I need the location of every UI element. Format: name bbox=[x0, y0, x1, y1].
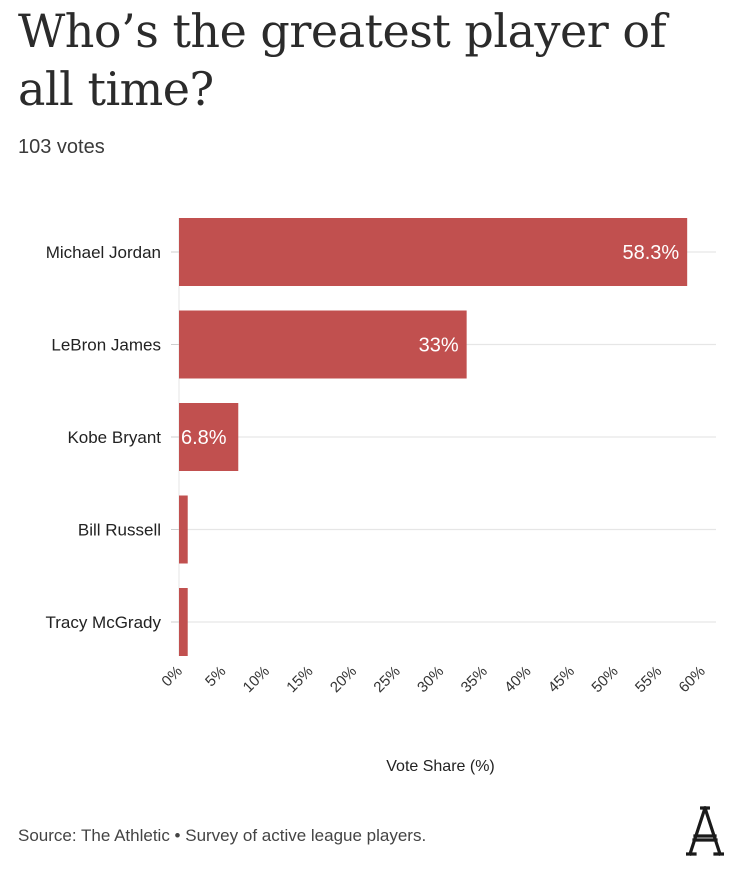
x-tick-label: 0% bbox=[158, 663, 185, 690]
x-tick-label: 15% bbox=[283, 663, 316, 696]
category-labels: Michael Jordan LeBron James Kobe Bryant Bil… bbox=[45, 243, 161, 632]
category-label: LeBron James bbox=[51, 336, 161, 355]
the-athletic-logo bbox=[686, 806, 724, 857]
category-label: Michael Jordan bbox=[46, 243, 161, 262]
x-tick-label: 55% bbox=[632, 663, 665, 696]
x-tick-label: 45% bbox=[545, 663, 578, 696]
x-tick-label: 40% bbox=[501, 663, 534, 696]
chart-title: Who’s the greatest player of all time? bbox=[18, 4, 667, 116]
bar bbox=[179, 403, 239, 471]
vote-count: 103 votes bbox=[18, 136, 105, 158]
category-label: Bill Russell bbox=[78, 521, 161, 540]
x-tick-labels: 0% 5% 10% 15% 20% 25% 30% 35% 40% 45% 50% 55% 60% bbox=[158, 663, 708, 696]
x-tick-label: 50% bbox=[588, 663, 621, 696]
x-tick-label: 25% bbox=[370, 663, 403, 696]
bar bbox=[179, 495, 188, 564]
category-label: Tracy McGrady bbox=[45, 613, 161, 632]
value-labels: 58.3% 33% 6.8% bbox=[181, 242, 679, 449]
data-label: 58.3% bbox=[622, 242, 679, 264]
bar-chart: Michael Jordan LeBron James Kobe Bryant Bil… bbox=[45, 218, 716, 775]
x-tick-label: 20% bbox=[327, 663, 360, 696]
bar bbox=[179, 588, 188, 656]
data-label: 33% bbox=[419, 335, 459, 357]
x-tick-label: 60% bbox=[676, 663, 709, 696]
x-tick-label: 10% bbox=[240, 663, 273, 696]
category-label: Kobe Bryant bbox=[67, 428, 161, 447]
x-axis-title: Vote Share (%) bbox=[386, 758, 495, 775]
bar bbox=[179, 310, 467, 379]
bar bbox=[179, 218, 688, 286]
x-tick-label: 30% bbox=[414, 663, 447, 696]
x-tick-label: 35% bbox=[458, 663, 491, 696]
source-note: Source: The Athletic • Survey of active … bbox=[18, 826, 427, 845]
x-tick-label: 5% bbox=[202, 663, 229, 690]
data-label: 6.8% bbox=[181, 427, 227, 449]
bars bbox=[179, 218, 688, 656]
